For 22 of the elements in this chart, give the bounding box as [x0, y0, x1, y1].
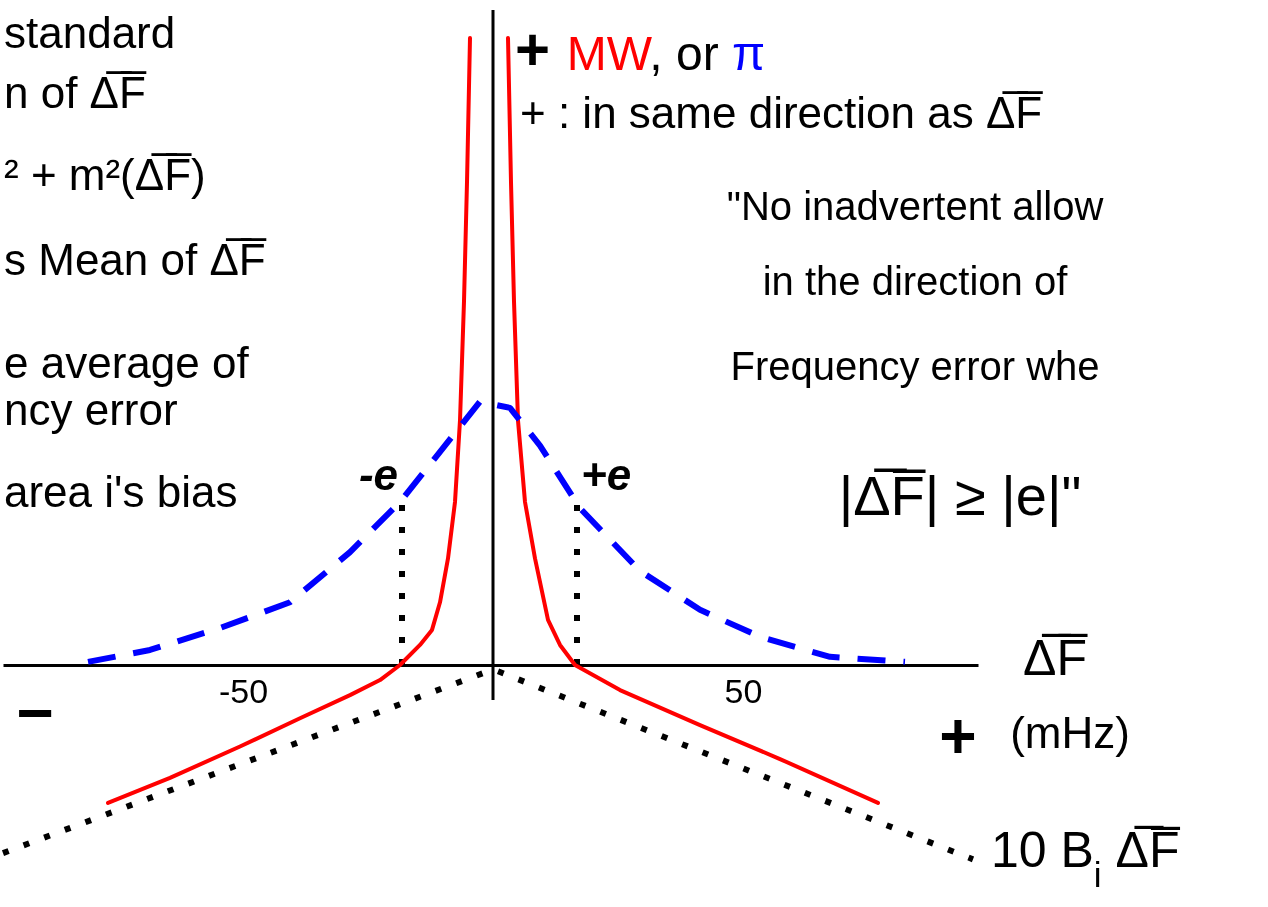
annotation: e average of	[4, 338, 250, 387]
annotation: n of Δ̅F̅	[4, 68, 147, 117]
ref-line-label: -e	[358, 450, 398, 499]
annotation: area i's bias	[4, 467, 238, 516]
annotation: in the direction of	[762, 259, 1069, 303]
legend-title: +	[515, 16, 567, 83]
annotation: standard	[4, 8, 176, 57]
ref-line-label: +e	[581, 450, 632, 499]
annotation: s Mean of Δ̅F̅	[4, 235, 267, 284]
series-label: MW	[566, 27, 653, 80]
annotation: Frequency error whe	[730, 344, 1100, 388]
annotation: +	[939, 700, 977, 772]
annotation: 10 B$_{i}$ Δ̅F̅	[991, 822, 1181, 894]
x-axis-title: Δ̅F̅ (mHz)	[1010, 630, 1130, 757]
annotation: ² + m²(Δ̅F̅)	[4, 150, 206, 199]
x-tick-label: -50	[218, 672, 269, 711]
annotation: |Δ̅F̅| ≥ |e|"	[838, 464, 1082, 527]
annotation: "No inadvertent allow	[726, 184, 1104, 228]
annotation: + : in same direction as Δ̅F̅	[520, 88, 1043, 137]
text: π	[732, 27, 766, 80]
x-tick-label: 50	[724, 672, 763, 711]
annotation: −	[16, 677, 54, 749]
